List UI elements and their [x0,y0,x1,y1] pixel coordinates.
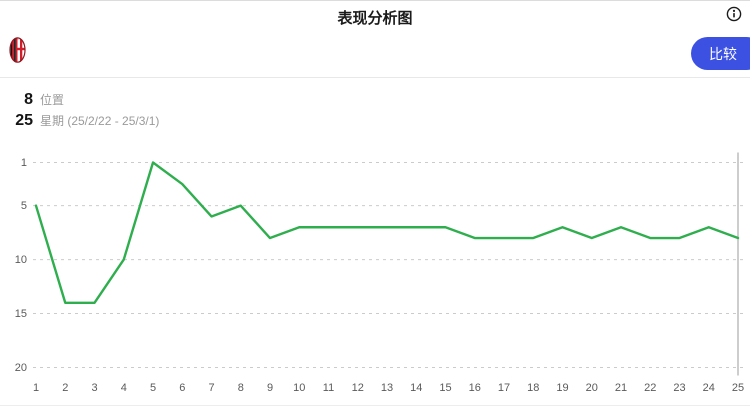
x-axis-label: 21 [614,382,628,394]
y-axis-label: 1 [20,156,27,169]
performance-line-chart[interactable]: 1 5 10 15 20 1 2 3 4 5 6 7 8 9 10 11 12 13 14 15 16 17 18 19 20 2… [0,151,750,411]
x-axis-label: 20 [585,382,598,394]
performance-line [34,161,740,304]
x-axis-label: 9 [266,382,274,394]
bottom-divider [0,405,750,406]
x-axis-label: 15 [439,382,452,394]
x-axis-label: 22 [644,382,657,394]
x-axis-label: 19 [556,382,569,394]
week-label: 星期 (25/2/22 - 25/3/1) [40,114,160,128]
position-stat: 8 位置 [0,91,64,109]
x-axis-label: 11 [322,382,335,394]
y-axis-label: 20 [14,361,27,374]
chart-canvas [33,152,746,376]
compare-button[interactable]: 比较 [691,37,750,70]
x-axis-label: 12 [351,382,364,394]
x-axis-label: 23 [673,382,686,394]
x-axis-label: 24 [702,382,715,394]
x-axis-label: 8 [237,382,244,394]
x-axis-label: 14 [410,382,423,394]
y-axis-label: 10 [14,253,27,266]
x-axis-label: 25 [731,382,745,394]
position-value: 8 [24,91,33,108]
x-axis-label: 6 [179,382,186,394]
week-stat: 25 星期 (25/2/22 - 25/3/1) [0,112,159,130]
position-label: 位置 [40,93,65,107]
y-axis-label: 5 [20,199,27,212]
info-button[interactable] [726,6,742,22]
x-axis-label: 7 [208,382,215,394]
x-axis-label: 1 [32,382,40,394]
ac-milan-crest-icon [9,37,26,63]
info-icon [726,6,742,22]
x-axis-label: 2 [62,382,69,394]
x-axis-label: 18 [527,382,540,394]
x-axis-label: 5 [149,382,157,394]
week-value: 25 [15,112,33,129]
x-axis-label: 17 [497,382,511,394]
x-axis-label: 4 [120,382,127,394]
x-axis-label: 13 [380,382,394,394]
x-axis-label: 16 [468,382,481,394]
x-axis-label: 3 [91,382,98,394]
header-divider [0,77,750,78]
x-axis-label: 10 [293,382,306,394]
y-axis-label: 15 [14,307,27,320]
page-title: 表现分析图 [337,10,413,27]
